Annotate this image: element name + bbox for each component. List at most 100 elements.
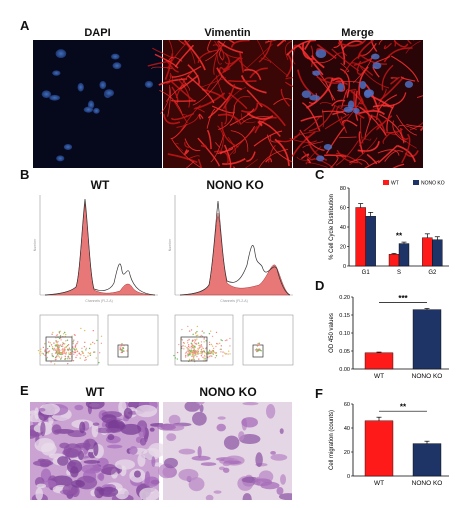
vimentin-strand <box>303 40 312 50</box>
stained-cell <box>270 454 288 461</box>
flow-dot <box>229 345 231 347</box>
flow-dot <box>61 344 64 346</box>
stained-cell <box>242 493 252 500</box>
dapi-image <box>33 40 162 168</box>
flow-dot <box>194 350 196 352</box>
vimentin-strand <box>329 156 339 168</box>
stained-cell <box>43 480 57 488</box>
wt-hist-xlabel: Channels (FL2-A) <box>85 299 113 303</box>
flow-dot <box>188 359 191 361</box>
vimentin-strand <box>409 121 423 131</box>
flow-dot <box>220 345 223 347</box>
flow-dot <box>182 345 184 347</box>
stained-cell <box>188 477 205 492</box>
flow-dot <box>65 333 67 336</box>
vimentin-image <box>147 40 309 168</box>
vimentin-strand <box>300 115 323 122</box>
flow-dot <box>51 353 53 355</box>
flow-dot <box>197 342 200 344</box>
vimentin-strand <box>377 145 398 164</box>
vimentin-strand <box>198 113 204 120</box>
flow-dot <box>42 353 45 355</box>
vimentin-strand <box>416 95 423 99</box>
stained-cell <box>74 404 84 411</box>
vimentin-strand <box>310 45 314 68</box>
vimentin-strand <box>406 123 423 128</box>
chart-c-legend-swatch <box>413 180 419 185</box>
vimentin-strand <box>398 125 417 130</box>
flow-dot <box>205 347 207 350</box>
stained-cell <box>163 457 178 469</box>
chart-c-xtick-label: G1 <box>362 270 371 276</box>
flow-dot <box>69 349 72 351</box>
stained-cell <box>63 443 82 458</box>
panel-b-flow: Number Channels (FL2-A) Number Channels … <box>33 195 294 366</box>
chart-f-ytick-label: 20 <box>344 450 350 456</box>
flow-dot <box>188 352 190 354</box>
vimentin-strand <box>341 88 349 108</box>
flow-dot <box>68 347 71 349</box>
flow-dot <box>174 357 177 359</box>
vimentin-strand <box>167 153 198 164</box>
flow-dot <box>98 361 100 364</box>
flow-dot <box>85 356 87 359</box>
merge-nucleus <box>404 80 414 88</box>
flow-dot <box>226 339 228 341</box>
dapi-nucleus <box>83 106 94 113</box>
vimentin-strand <box>170 123 188 140</box>
flow-dot <box>211 355 213 357</box>
flow-dot <box>53 363 56 365</box>
flow-dot <box>68 353 70 355</box>
stained-cell <box>71 479 85 488</box>
vimentin-strand <box>390 77 399 80</box>
vimentin-strand <box>184 149 190 156</box>
vimentin-strand <box>166 83 186 102</box>
flow-dot <box>89 354 92 356</box>
flow-dot <box>191 347 193 349</box>
wt-histogram-outline <box>44 198 156 296</box>
flow-dot <box>44 350 46 353</box>
vimentin-strand <box>302 141 324 149</box>
chart-c-ytick-label: 40 <box>340 225 346 231</box>
vimentin-strand <box>221 121 239 148</box>
flow-dot <box>203 337 206 339</box>
flow-dot <box>196 353 198 355</box>
vimentin-strand <box>244 69 262 81</box>
flow-dot <box>40 350 42 353</box>
stained-cell <box>133 470 141 478</box>
vimentin-strand <box>401 133 411 164</box>
merge-nucleus <box>371 53 380 60</box>
flow-dot <box>194 352 196 354</box>
vimentin-strand <box>229 108 255 126</box>
flow-dot <box>69 358 71 360</box>
chart-d: 0.00 0.05 0.10 0.15 0.20 OD 450 values WT NONO … <box>329 294 449 380</box>
vimentin-strand <box>168 40 174 55</box>
vimentin-strand <box>166 40 191 69</box>
flow-dot <box>208 343 211 346</box>
flow-dot <box>55 358 57 361</box>
vimentin-strand <box>296 69 315 97</box>
flow-dot <box>69 353 72 356</box>
flow-dot <box>208 332 211 335</box>
vimentin-strand <box>364 160 380 168</box>
stained-cell <box>217 416 226 420</box>
vimentin-strand <box>178 40 185 46</box>
flow-dot <box>74 350 76 352</box>
vimentin-strand <box>216 67 242 91</box>
vimentin-strand <box>297 44 324 76</box>
vimentin-strand <box>382 132 391 145</box>
flow-dot <box>220 339 222 341</box>
flow-dot <box>217 343 219 345</box>
vimentin-strand <box>192 75 223 106</box>
vimentin-strand <box>160 84 171 114</box>
flow-dot <box>48 341 50 343</box>
vimentin-strand <box>370 40 378 52</box>
stained-cell <box>166 433 177 442</box>
flow-dot <box>203 350 206 353</box>
vimentin-strand <box>230 40 250 48</box>
panel-e-label: E <box>20 383 29 398</box>
vimentin-strand <box>357 40 375 59</box>
flow-dot <box>173 354 175 357</box>
flow-dot <box>74 334 76 336</box>
flow-dot <box>210 355 212 357</box>
